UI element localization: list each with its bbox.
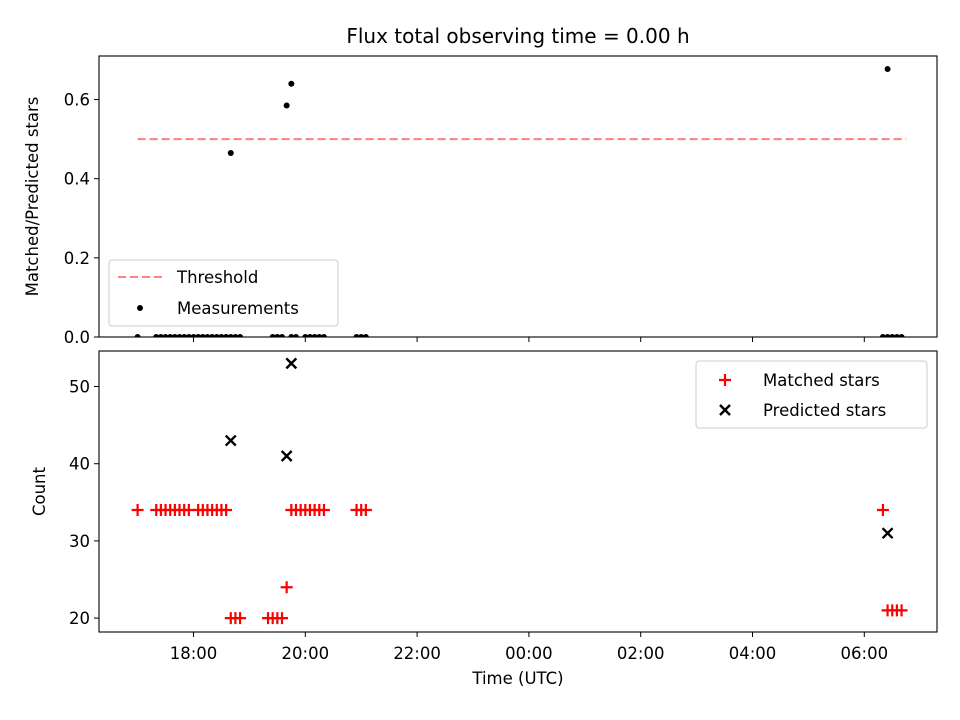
x-tick-label: 04:00 (729, 644, 777, 663)
measurement-point (190, 334, 197, 337)
measurement-point (153, 334, 160, 337)
measurement-point (898, 334, 905, 337)
measurement-point (213, 334, 220, 337)
measurement-point (288, 80, 295, 87)
measurement-point (316, 334, 323, 337)
matched-star-point (876, 504, 889, 517)
measurement-point (181, 334, 188, 337)
matched-star-point (131, 504, 144, 517)
predicted-star-point (280, 450, 293, 462)
measurement-point (223, 334, 230, 337)
measurement-point (199, 334, 206, 337)
measurement-point (269, 334, 276, 337)
matched-star-point (895, 604, 908, 617)
measurement-point (879, 334, 886, 337)
measurement-point (227, 149, 234, 156)
measurement-point (134, 334, 141, 337)
y-axis-label: Count (30, 466, 49, 516)
measurement-point (889, 334, 896, 337)
legend-measurement-swatch (137, 305, 143, 311)
measurement-point (171, 334, 178, 337)
measurement-point (167, 334, 174, 337)
measurement-point (884, 66, 891, 73)
legend-predicted-swatch (719, 404, 731, 416)
measurement-point (237, 334, 244, 337)
y-tick-label: 0.2 (64, 249, 90, 268)
y-axis-label: Matched/Predicted stars (23, 97, 42, 297)
x-axis-label: Time (UTC) (471, 669, 563, 688)
measurement-point (306, 334, 313, 337)
measurement-point (320, 334, 327, 337)
measurement-point (884, 334, 891, 337)
y-tick-label: 0.6 (64, 91, 90, 110)
matched-star-point (276, 612, 289, 625)
y-tick-label: 40 (69, 455, 90, 474)
x-tick-label: 20:00 (282, 644, 330, 663)
x-tick-label: 18:00 (170, 644, 218, 663)
measurement-point (353, 334, 360, 337)
y-tick-label: 20 (69, 609, 90, 628)
measurement-point (311, 334, 318, 337)
legend-frame (695, 360, 928, 429)
predicted-star-point (881, 527, 894, 540)
legend-frame (108, 259, 339, 327)
legend-matched-swatch (719, 374, 731, 386)
x-tick-label: 02:00 (617, 644, 665, 663)
y-tick-label: 50 (69, 378, 90, 397)
legend: Matched stars Predicted stars (695, 360, 928, 429)
bottom-subplot: 20 30 40 50 18:00 20:00 22:00 00:00 02:00 04:00 06… (30, 350, 938, 688)
measurement-point (185, 334, 192, 337)
measurement-point (204, 334, 211, 337)
measurement-point (176, 334, 183, 337)
predicted-star-point (285, 357, 298, 370)
y-tick-label: 0.4 (64, 170, 90, 189)
x-tick-label: 22:00 (393, 644, 441, 663)
measurement-point (195, 334, 202, 337)
measurement-point (893, 334, 900, 337)
measurement-point (209, 334, 216, 337)
measurement-point (232, 334, 239, 337)
legend: Threshold Measurements (108, 259, 339, 327)
measurement-point (227, 334, 234, 337)
matched-star-point (234, 612, 247, 625)
marks-layer (134, 66, 907, 337)
measurement-point (274, 334, 281, 337)
measurement-point (218, 334, 225, 337)
top-subplot: 0.0 0.2 0.4 0.6 Matched/Predicted stars Thres… (23, 55, 938, 347)
legend-matched-label: Matched stars (763, 371, 880, 390)
matched-star-point (220, 504, 233, 517)
legend-threshold-label: Threshold (176, 268, 258, 287)
axes-frame (98, 55, 938, 338)
measurement-point (162, 334, 169, 337)
axes-frame (98, 350, 938, 633)
y-tick-label: 0.0 (64, 328, 90, 347)
measurement-point (283, 102, 290, 109)
matched-star-point (317, 504, 330, 517)
measurement-point (302, 334, 309, 337)
matched-star-point (280, 581, 293, 594)
measurement-point (288, 334, 295, 337)
chart-title: Flux total observing time = 0.00 h (346, 24, 689, 48)
predicted-star-point (224, 434, 237, 447)
legend-predicted-label: Predicted stars (763, 401, 886, 420)
measurement-point (358, 334, 365, 337)
measurement-point (157, 334, 164, 337)
marks-layer (131, 357, 908, 625)
x-tick-label: 06:00 (841, 644, 889, 663)
measurement-point (279, 334, 286, 337)
measurement-point (362, 334, 369, 337)
matched-star-point (359, 504, 372, 517)
measurement-point (292, 334, 299, 337)
x-tick-label: 00:00 (505, 644, 553, 663)
legend-measurement-label: Measurements (177, 299, 299, 318)
y-tick-label: 30 (69, 532, 90, 551)
